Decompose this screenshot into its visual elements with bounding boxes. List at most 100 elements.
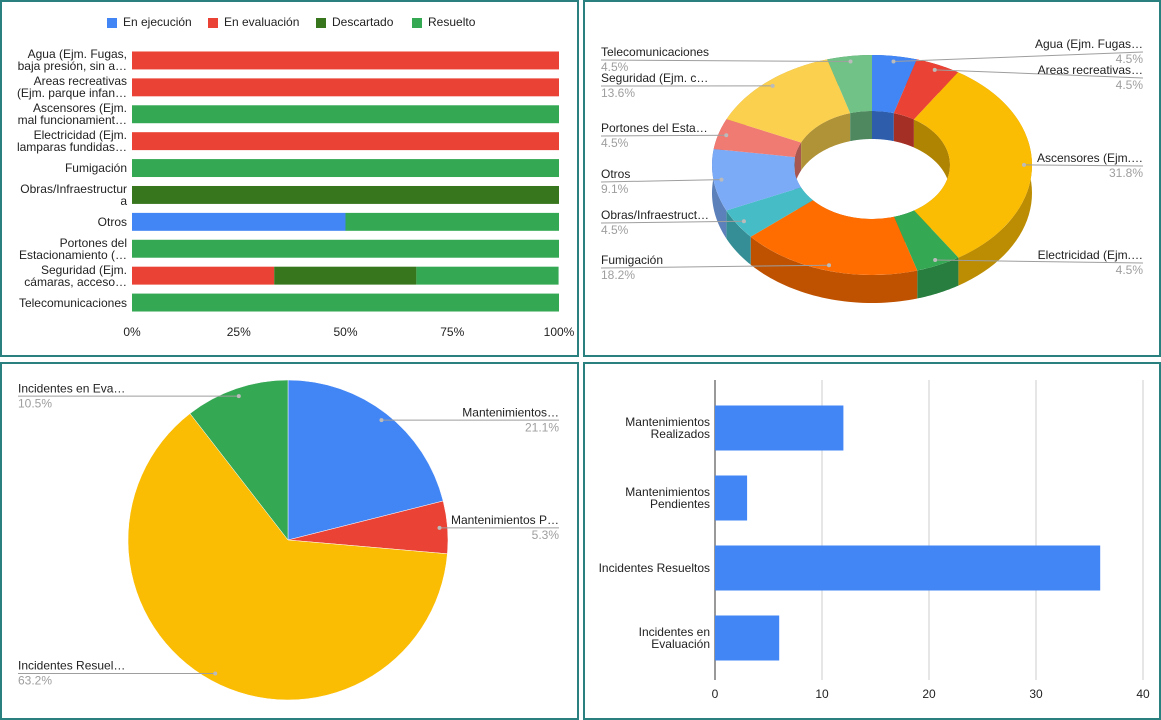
bar-segment — [132, 266, 275, 285]
legend-swatch — [316, 18, 326, 28]
legend-label: En evaluación — [224, 15, 299, 29]
leader-dot — [379, 418, 384, 423]
slice-side — [712, 148, 727, 239]
bar-segment — [345, 212, 559, 231]
legend-label: Descartado — [332, 15, 394, 29]
leader-line — [600, 179, 722, 183]
leader-line — [1023, 164, 1144, 167]
x-tick-label: 30 — [1029, 687, 1043, 701]
bar-segment — [132, 105, 559, 124]
bar — [715, 475, 748, 521]
bar-segment — [132, 239, 559, 258]
bar-segment — [132, 51, 559, 70]
x-tick-label: 0 — [712, 687, 719, 701]
slice-value-label: 4.5% — [601, 136, 629, 150]
slice-label: Incidentes en Eva… — [18, 381, 125, 395]
bar-segment — [416, 266, 559, 285]
slice — [893, 59, 958, 120]
y-tick-label: Obras/Infraestructur a — [20, 181, 127, 208]
slice-value-label: 13.6% — [601, 86, 635, 100]
x-tick-label: 40 — [1136, 687, 1150, 701]
bar-segment — [132, 212, 346, 231]
leader-dot — [932, 67, 937, 72]
slice-label: Electricidad (Ejm.… — [1038, 248, 1143, 262]
x-tick-label: 25% — [227, 325, 251, 339]
slice-value-label: 4.5% — [1116, 78, 1144, 92]
slice-label: Mantenimientos… — [462, 405, 559, 419]
leader-line — [600, 220, 744, 224]
leader-dot — [724, 133, 729, 138]
slice — [726, 187, 813, 237]
leader-dot — [437, 525, 442, 530]
x-tick-label: 100% — [544, 325, 575, 339]
slice-label: Fumigación — [601, 253, 663, 267]
leader-dot — [236, 394, 241, 399]
slice-side — [917, 257, 959, 299]
y-tick-label: Agua (Ejm. Fugas, baja presión, sin a… — [17, 47, 127, 74]
y-tick-label: Fumigación — [64, 161, 127, 176]
slice-value-label: 10.5% — [18, 396, 52, 410]
slice-inner-side — [801, 113, 851, 171]
y-tick-label: Areas recreativas (Ejm. parque infan… — [16, 74, 127, 101]
y-tick-label: Seguridad (Ejm. cámaras, acceso… — [24, 262, 127, 289]
y-tick-label: Telecomunicaciones — [18, 295, 127, 310]
y-tick-label: Otros — [97, 214, 127, 229]
slice-value-label: 4.5% — [1116, 52, 1144, 66]
x-tick-label: 10 — [815, 687, 829, 701]
legend-swatch — [107, 18, 117, 28]
slice — [750, 200, 918, 275]
y-tick-label: Portones del Estacionamiento (… — [18, 235, 127, 262]
slice — [872, 55, 917, 114]
slice — [894, 210, 959, 271]
leader-dot — [848, 59, 853, 64]
leader-line — [600, 134, 727, 137]
panel — [583, 362, 1161, 720]
leader-dot — [891, 59, 896, 64]
slice-label: Otros — [601, 167, 630, 181]
leader-line — [934, 69, 1144, 79]
slice — [127, 413, 448, 701]
leader-line — [600, 59, 851, 63]
y-tick-label: Mantenimientos Pendientes — [625, 485, 710, 511]
slice-value-label: 5.3% — [532, 528, 560, 542]
slice-value-label: 9.1% — [601, 182, 629, 196]
leader-dot — [719, 177, 724, 182]
leader-line — [935, 259, 1144, 264]
slice — [827, 55, 872, 114]
slice-label: Incidentes Resuel… — [18, 659, 125, 673]
slice-inner-side — [872, 111, 894, 142]
slice-label: Ascensores (Ejm.… — [1037, 151, 1143, 165]
leader-line — [600, 264, 830, 269]
slice-inner-side — [893, 113, 914, 148]
slice-label: Areas recreativas… — [1038, 63, 1143, 77]
slice-value-label: 63.2% — [18, 674, 52, 688]
slice — [287, 379, 444, 541]
bar-segment — [132, 159, 559, 178]
x-tick-label: 0% — [123, 325, 141, 339]
bar — [715, 545, 1101, 591]
y-tick-label: Electricidad (Ejm. lamparas fundidas… — [16, 128, 127, 155]
slice-inner-side — [794, 142, 802, 186]
slice-inner-side — [850, 111, 872, 142]
slice-label: Obras/Infraestruct… — [601, 208, 709, 222]
leader-dot — [770, 83, 775, 88]
y-tick-label: Mantenimientos Realizados — [625, 415, 710, 441]
legend-swatch — [412, 18, 422, 28]
leader-dot — [213, 671, 218, 676]
leader-dot — [741, 219, 746, 224]
x-tick-label: 50% — [333, 325, 357, 339]
leader-dot — [1021, 162, 1026, 167]
slice-value-label: 21.1% — [525, 420, 559, 434]
slice-value-label: 4.5% — [601, 223, 629, 237]
bar — [715, 615, 780, 661]
slice-value-label: 4.5% — [601, 60, 629, 74]
y-tick-label: Ascensores (Ejm. mal funcionamient… — [17, 101, 127, 128]
bar-segment — [132, 132, 559, 151]
x-tick-label: 75% — [440, 325, 464, 339]
bar-segment — [132, 78, 559, 97]
bar-segment — [132, 293, 559, 312]
bar-segment — [274, 266, 417, 285]
slice-value-label: 18.2% — [601, 268, 635, 282]
